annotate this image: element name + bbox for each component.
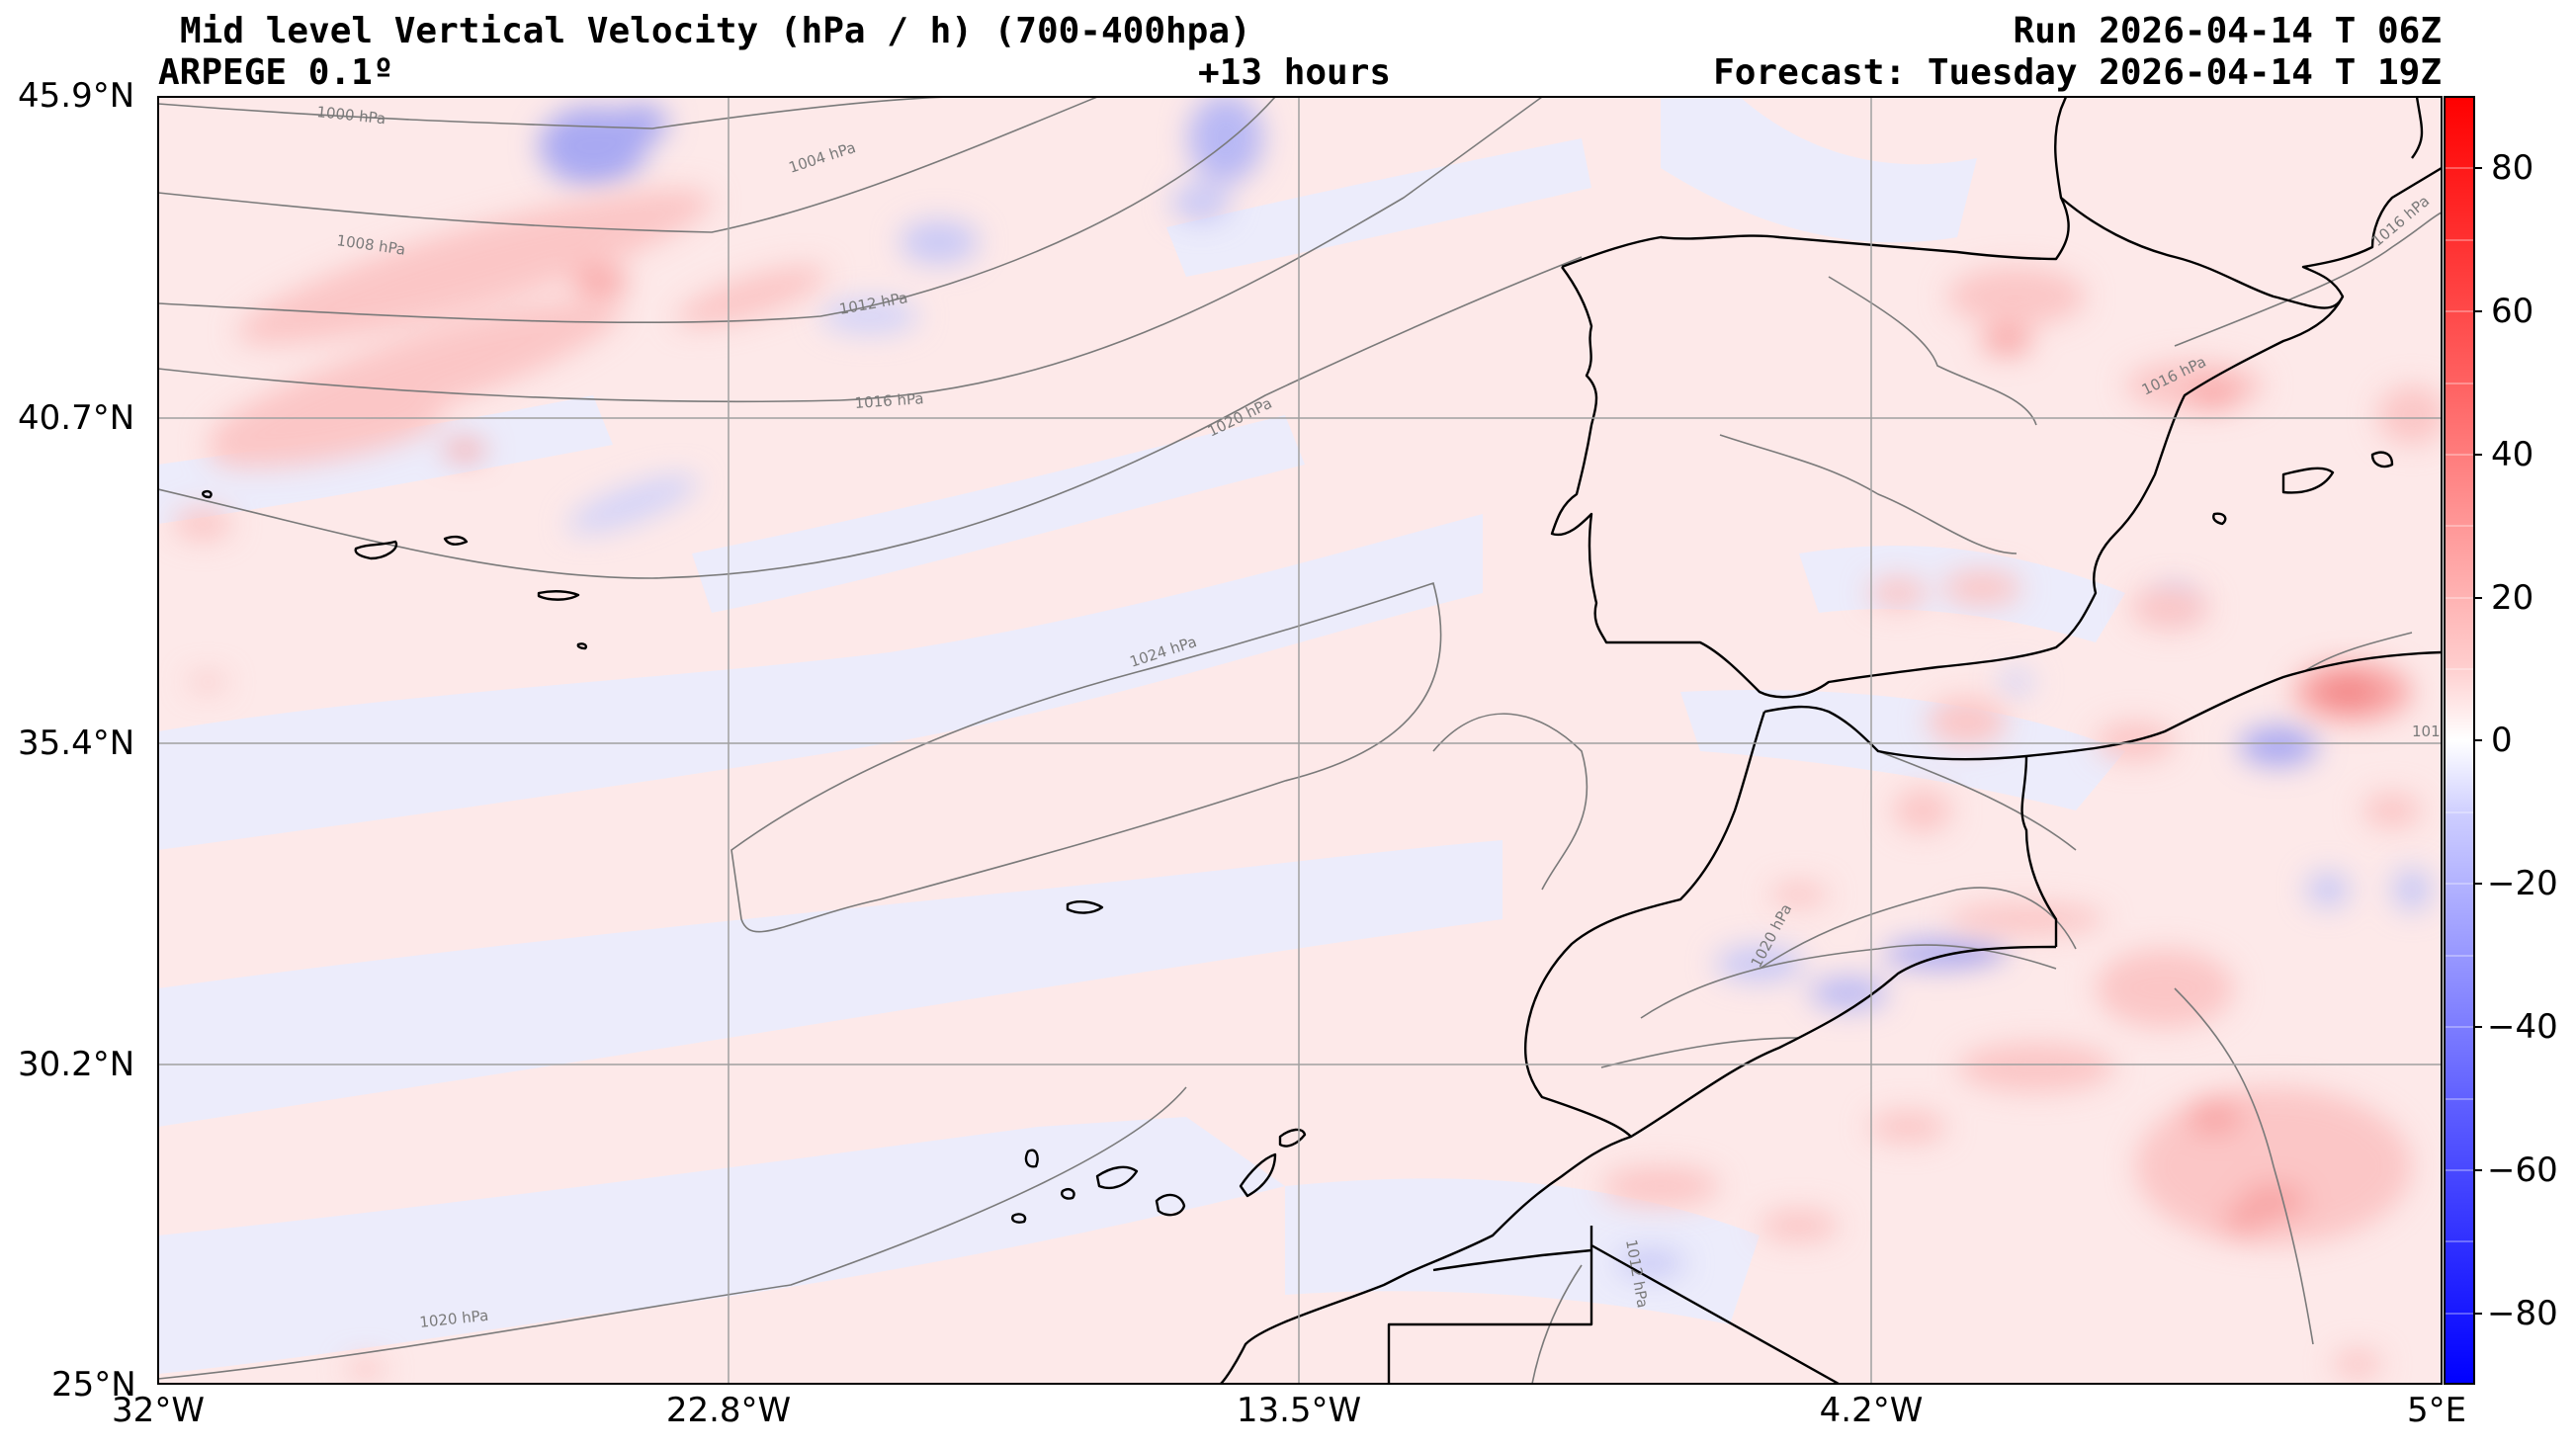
colorbar-tick-label: 20 xyxy=(2491,578,2534,618)
colorbar-tick-label: 80 xyxy=(2491,148,2534,188)
colorbar-tick-label: 60 xyxy=(2491,292,2534,331)
lon-label: 13.5°W xyxy=(1236,1391,1362,1430)
colorbar-tick-label: −60 xyxy=(2487,1150,2558,1190)
colorbar-gradient xyxy=(2445,97,2474,1384)
lon-label: 22.8°W xyxy=(665,1391,792,1430)
lat-label: 25°N xyxy=(51,1365,136,1405)
lon-label: 4.2°W xyxy=(1819,1391,1924,1430)
run-label: Run 2026-04-14 T 06Z xyxy=(2013,11,2442,51)
colorbar-tick-label: 40 xyxy=(2491,435,2534,474)
colorbar xyxy=(2444,96,2482,1385)
lat-label: 45.9°N xyxy=(18,76,135,116)
chart-title: Mid level Vertical Velocity (hPa / h) (7… xyxy=(180,11,1251,51)
lon-label: 5°E xyxy=(2406,1391,2467,1430)
lat-label: 40.7°N xyxy=(18,398,135,438)
lead-time-label: +13 hours xyxy=(1198,52,1392,93)
coastlines xyxy=(202,97,2442,1384)
colorbar-tick-label: −80 xyxy=(2487,1294,2558,1333)
map-frame xyxy=(157,96,2443,1385)
negative-field-bands xyxy=(158,97,2125,1374)
isobar-label: 1016 hPa xyxy=(854,389,924,412)
model-label: ARPEGE 0.1º xyxy=(158,52,394,93)
isobar-lines xyxy=(158,97,2442,1384)
isobar-label: 101 xyxy=(2412,723,2441,740)
colorbar-tick-label: 0 xyxy=(2491,721,2513,760)
colorbar-tick-label: −40 xyxy=(2487,1007,2558,1047)
forecast-label: Forecast: Tuesday 2026-04-14 T 19Z xyxy=(1713,52,2442,93)
negative-velocity-cells xyxy=(539,97,2432,1277)
lon-label: 32°W xyxy=(112,1391,205,1430)
lat-label: 35.4°N xyxy=(18,724,135,763)
graticule xyxy=(158,97,2442,1384)
lat-label: 30.2°N xyxy=(18,1045,135,1084)
colorbar-tick-label: −20 xyxy=(2487,864,2558,903)
